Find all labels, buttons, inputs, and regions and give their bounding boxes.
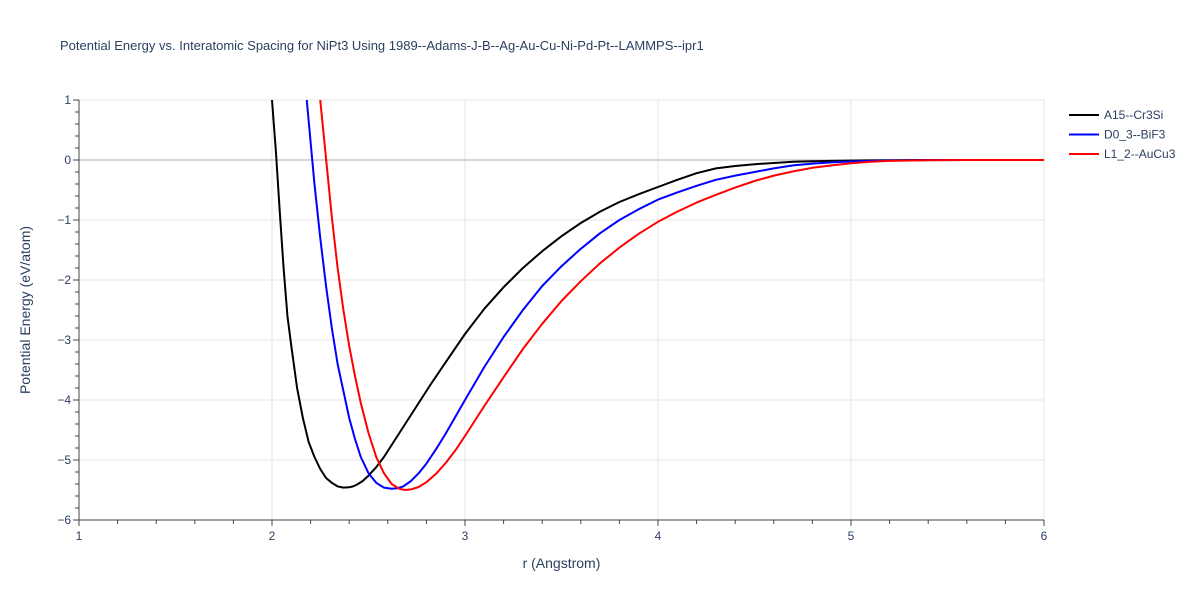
y-tick-labels: 1 0 −1 −2 −3 −4 −5 −6: [57, 93, 71, 527]
grid: [79, 99, 1045, 520]
x-tick-label-6: 6: [1041, 529, 1048, 543]
series-group: [271, 100, 1044, 491]
x-tick-label-5: 5: [848, 529, 855, 543]
x-tick-labels: 1 2 3 4 5 6: [76, 529, 1048, 543]
y-tick-label--3: −3: [57, 333, 71, 347]
legend-label-d0-3-bif3: D0_3--BiF3: [1104, 128, 1166, 142]
y-tick-label-0: 0: [64, 153, 71, 167]
axes: [73, 99, 1045, 526]
x-tick-label-4: 4: [655, 529, 662, 543]
y-tick-label--4: −4: [57, 393, 71, 407]
y-axis-title: Potential Energy (eV/atom): [17, 226, 33, 394]
x-axis-title: r (Angstrom): [523, 555, 601, 571]
y-tick-label--2: −2: [57, 273, 71, 287]
y-tick-label-1: 1: [64, 93, 71, 107]
legend-label-l1-2-aucu3: L1_2--AuCu3: [1104, 147, 1176, 161]
x-tick-label-1: 1: [76, 529, 83, 543]
y-tick-label--6: −6: [57, 513, 71, 527]
y-tick-label--1: −1: [57, 213, 71, 227]
legend[interactable]: A15--Cr3Si D0_3--BiF3 L1_2--AuCu3: [1069, 108, 1176, 161]
chart-title: Potential Energy vs. Interatomic Spacing…: [60, 38, 704, 53]
x-tick-label-2: 2: [269, 529, 276, 543]
x-tick-label-3: 3: [462, 529, 469, 543]
series-line-d0-3-bif3: [305, 100, 1044, 490]
series-line-l1-2-aucu3: [319, 100, 1044, 491]
legend-label-a15-cr3si: A15--Cr3Si: [1104, 108, 1163, 122]
series-line-a15-cr3si: [271, 100, 1044, 489]
y-tick-label--5: −5: [57, 453, 71, 467]
